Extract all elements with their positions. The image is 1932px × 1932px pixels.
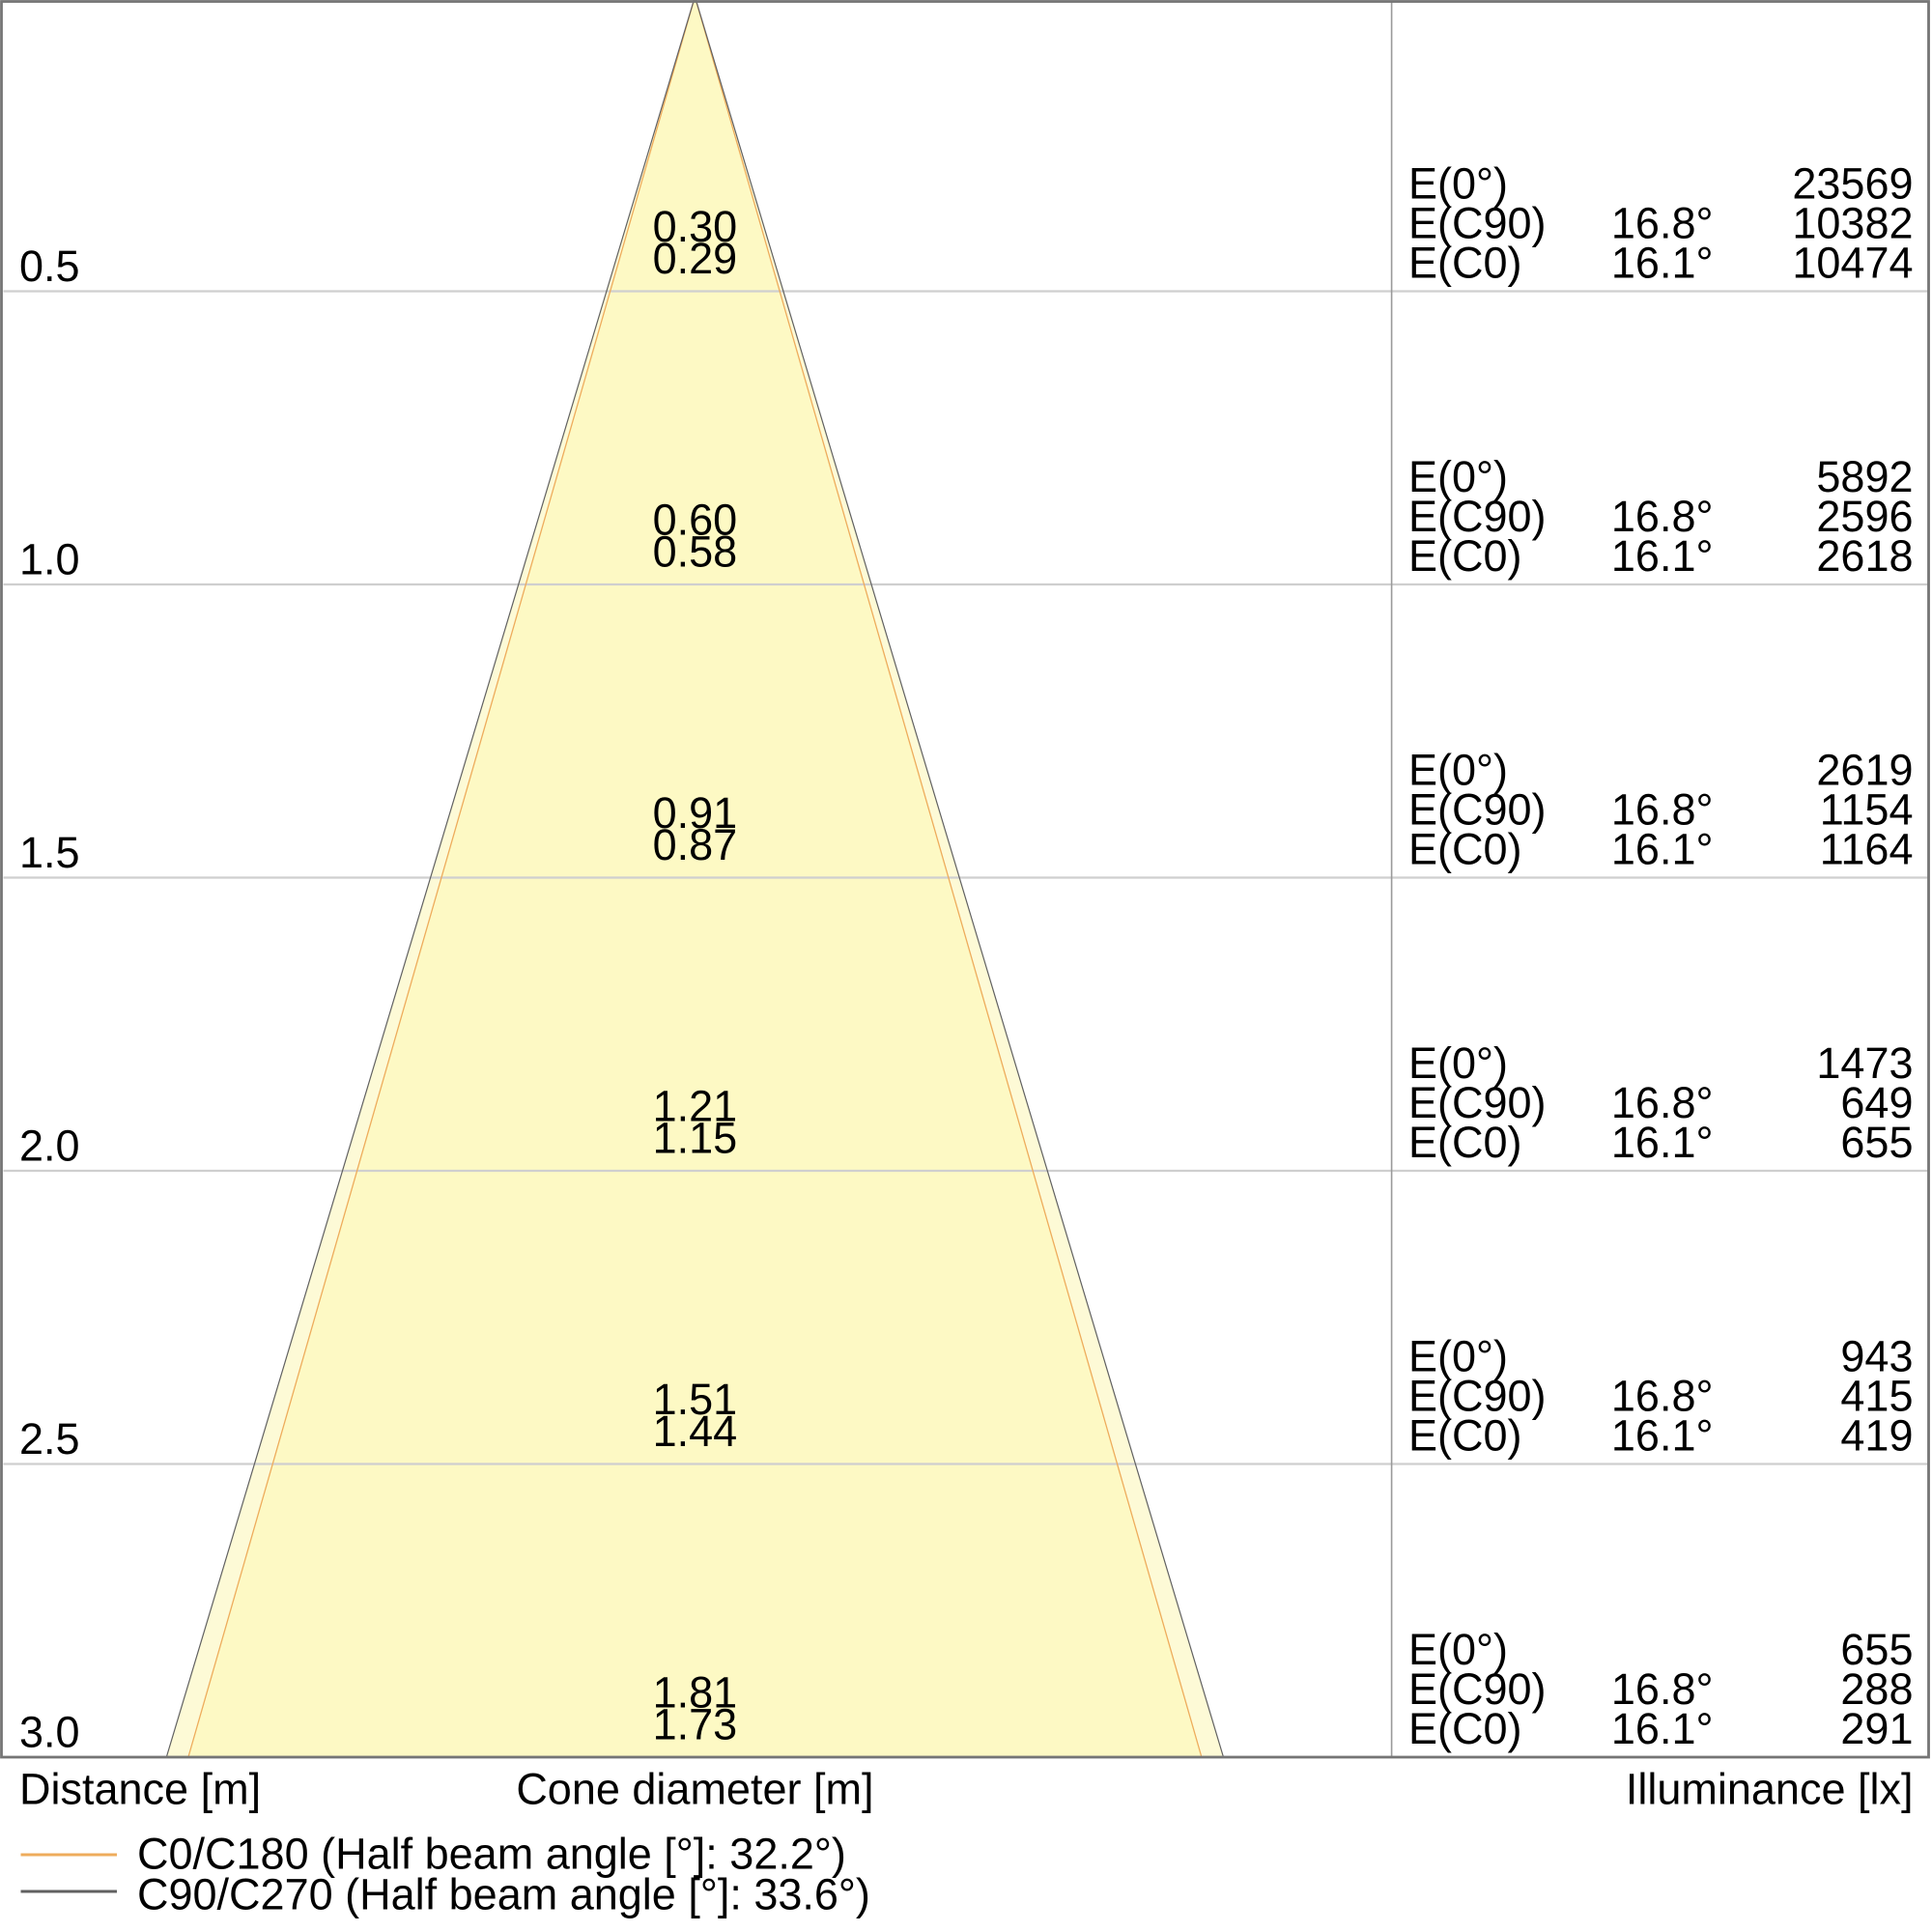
svg-text:E(C90): E(C90) — [1408, 1664, 1547, 1714]
svg-text:419: 419 — [1840, 1411, 1913, 1461]
svg-text:1.81: 1.81 — [653, 1668, 738, 1718]
svg-text:2596: 2596 — [1816, 492, 1913, 541]
svg-text:2618: 2618 — [1816, 531, 1913, 581]
svg-text:16.1°: 16.1° — [1611, 1118, 1714, 1167]
svg-text:E(C90): E(C90) — [1408, 785, 1547, 835]
svg-text:288: 288 — [1840, 1664, 1913, 1714]
svg-text:16.8°: 16.8° — [1611, 1372, 1714, 1421]
svg-text:E(0°): E(0°) — [1408, 1038, 1508, 1088]
svg-text:0.87: 0.87 — [653, 820, 738, 869]
svg-text:10474: 10474 — [1792, 239, 1913, 288]
svg-text:Cone diameter [m]: Cone diameter [m] — [516, 1765, 873, 1814]
svg-text:C0/C180 (Half beam angle [°]:: C0/C180 (Half beam angle [°]: 32.2°) — [137, 1830, 846, 1879]
svg-text:415: 415 — [1840, 1372, 1913, 1421]
svg-text:655: 655 — [1840, 1118, 1913, 1167]
svg-text:1.51: 1.51 — [653, 1375, 738, 1424]
svg-text:Illuminance [lx]: Illuminance [lx] — [1626, 1765, 1914, 1814]
svg-text:16.1°: 16.1° — [1611, 531, 1714, 581]
svg-text:16.8°: 16.8° — [1611, 492, 1714, 541]
svg-text:E(C90): E(C90) — [1408, 1372, 1547, 1421]
svg-text:943: 943 — [1840, 1332, 1913, 1381]
svg-text:2619: 2619 — [1816, 746, 1913, 795]
svg-text:E(C0): E(C0) — [1408, 1704, 1522, 1753]
svg-text:10382: 10382 — [1792, 199, 1913, 248]
svg-text:2.5: 2.5 — [19, 1414, 80, 1463]
svg-text:5892: 5892 — [1816, 452, 1913, 501]
svg-text:16.1°: 16.1° — [1611, 1704, 1714, 1753]
svg-text:16.1°: 16.1° — [1611, 1411, 1714, 1461]
svg-text:E(C0): E(C0) — [1408, 1118, 1522, 1167]
svg-text:0.58: 0.58 — [653, 527, 738, 577]
svg-text:16.1°: 16.1° — [1611, 825, 1714, 874]
svg-text:C90/C270 (Half beam angle [°]:: C90/C270 (Half beam angle [°]: 33.6°) — [137, 1870, 870, 1919]
svg-text:3.0: 3.0 — [19, 1708, 80, 1757]
svg-text:Distance [m]: Distance [m] — [19, 1765, 261, 1814]
svg-text:E(C90): E(C90) — [1408, 1078, 1547, 1127]
svg-text:16.1°: 16.1° — [1611, 239, 1714, 288]
svg-text:0.5: 0.5 — [19, 242, 80, 291]
svg-text:0.91: 0.91 — [653, 788, 738, 838]
svg-text:1.0: 1.0 — [19, 535, 80, 584]
svg-text:655: 655 — [1840, 1625, 1913, 1674]
svg-text:E(C0): E(C0) — [1408, 825, 1522, 874]
svg-text:16.8°: 16.8° — [1611, 199, 1714, 248]
svg-text:1.21: 1.21 — [653, 1082, 738, 1131]
svg-text:16.8°: 16.8° — [1611, 1664, 1714, 1714]
svg-text:0.30: 0.30 — [653, 202, 738, 251]
svg-text:E(C90): E(C90) — [1408, 199, 1547, 248]
svg-text:649: 649 — [1840, 1078, 1913, 1127]
svg-text:2.0: 2.0 — [19, 1122, 80, 1171]
svg-text:E(0°): E(0°) — [1408, 1625, 1508, 1674]
svg-text:1473: 1473 — [1816, 1038, 1913, 1088]
svg-text:E(0°): E(0°) — [1408, 746, 1508, 795]
svg-text:E(0°): E(0°) — [1408, 452, 1508, 501]
svg-text:E(C90): E(C90) — [1408, 492, 1547, 541]
svg-text:16.8°: 16.8° — [1611, 785, 1714, 835]
svg-text:1.73: 1.73 — [653, 1700, 738, 1749]
svg-text:0.60: 0.60 — [653, 496, 738, 545]
svg-text:0.29: 0.29 — [653, 234, 738, 283]
svg-text:291: 291 — [1840, 1704, 1913, 1753]
svg-text:E(C0): E(C0) — [1408, 1411, 1522, 1461]
svg-text:23569: 23569 — [1792, 159, 1913, 209]
svg-text:1164: 1164 — [1820, 825, 1914, 874]
svg-text:E(0°): E(0°) — [1408, 1332, 1508, 1381]
svg-text:1.15: 1.15 — [653, 1114, 738, 1163]
svg-text:E(C0): E(C0) — [1408, 531, 1522, 581]
svg-text:E(0°): E(0°) — [1408, 159, 1508, 209]
svg-text:16.8°: 16.8° — [1611, 1078, 1714, 1127]
svg-text:E(C0): E(C0) — [1408, 239, 1522, 288]
svg-text:1154: 1154 — [1820, 785, 1914, 835]
svg-text:1.44: 1.44 — [653, 1406, 738, 1456]
svg-text:1.5: 1.5 — [19, 828, 80, 877]
